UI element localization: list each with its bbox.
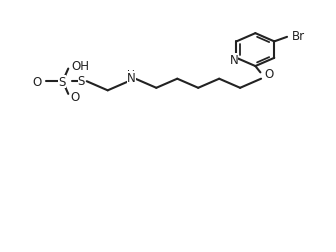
- Text: N: N: [229, 53, 238, 66]
- Text: N: N: [127, 72, 136, 85]
- Text: S: S: [78, 75, 85, 88]
- Text: OH: OH: [72, 60, 90, 73]
- Text: O: O: [33, 75, 42, 88]
- Text: S: S: [58, 75, 66, 88]
- Text: Br: Br: [292, 30, 305, 43]
- Text: O: O: [71, 91, 80, 104]
- Text: H: H: [127, 70, 135, 80]
- Text: O: O: [264, 68, 274, 81]
